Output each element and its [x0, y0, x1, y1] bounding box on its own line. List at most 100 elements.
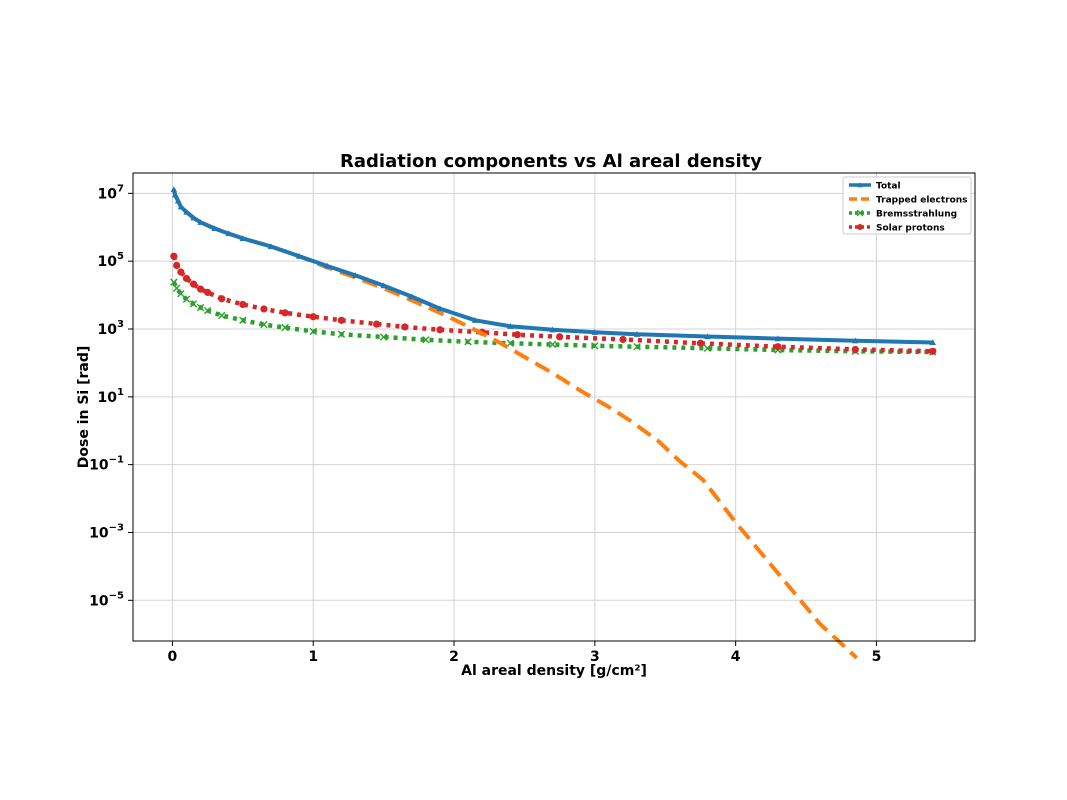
data-point: [189, 300, 198, 308]
series-line: [171, 255, 933, 354]
data-point: [172, 191, 179, 198]
data-point: [177, 289, 185, 298]
data-point: [380, 282, 387, 289]
data-point: [372, 320, 381, 328]
legend-label: Trapped electrons: [876, 196, 968, 206]
data-point: [633, 331, 641, 337]
data-point: [183, 208, 190, 215]
chart-title: Radiation components vs Al areal density: [340, 151, 762, 172]
x-tick-label: 1: [308, 649, 318, 665]
data-point: [309, 327, 317, 336]
x-tick-label: 2: [449, 649, 459, 665]
data-point: [548, 340, 557, 349]
data-point: [703, 344, 712, 352]
x-tick-label: 3: [590, 649, 600, 665]
data-point: [204, 288, 212, 297]
data-point: [203, 306, 212, 315]
data-point: [190, 214, 197, 221]
data-point: [239, 300, 247, 309]
data-point: [218, 311, 226, 320]
data-point: [507, 323, 514, 329]
axes-frame: [132, 172, 976, 642]
legend: Total Trapped electrons Bremsstrahlung Sola…: [842, 176, 972, 235]
data-point: [189, 280, 198, 288]
legend-label: Solar protons: [876, 224, 945, 234]
data-point: [177, 268, 185, 276]
data-point: [170, 278, 178, 286]
data-point: [619, 335, 627, 344]
data-point: [408, 293, 415, 300]
data-point: [173, 261, 181, 270]
data-point: [281, 323, 289, 332]
data-point: [196, 285, 205, 293]
data-point: [852, 337, 859, 344]
data-point: [774, 343, 782, 351]
data-point: [281, 309, 289, 317]
data-point: [929, 339, 936, 346]
data-point: [182, 295, 191, 304]
data-point: [267, 243, 275, 250]
y-axis-label: Dose in Si [rad]: [76, 346, 92, 469]
legend-box: [842, 176, 972, 235]
x-axis-label: Al areal density [g/cm²]: [461, 663, 647, 679]
legend-item: Total: [849, 182, 901, 192]
data-point: [704, 333, 711, 340]
data-point: [260, 320, 268, 329]
data-point: [239, 235, 247, 241]
data-point: [337, 330, 346, 338]
x-axis-ticks: 0 1 2 3 4 5: [168, 641, 882, 665]
data-point: [857, 224, 863, 230]
data-point: [337, 316, 345, 324]
data-point: [774, 335, 782, 342]
data-point: [436, 305, 444, 312]
data-point: [260, 305, 268, 313]
series-total: [170, 186, 936, 346]
data-point: [471, 317, 479, 323]
data-point: [324, 262, 331, 269]
legend-item: Solar protons: [849, 224, 945, 234]
data-point: [422, 336, 430, 344]
data-point: [211, 225, 218, 232]
data-point: [857, 182, 863, 188]
x-tick-label: 4: [731, 649, 741, 665]
data-point: [549, 326, 556, 333]
legend-item: Trapped electrons: [849, 196, 968, 206]
data-point: [170, 186, 178, 193]
data-point: [170, 252, 178, 260]
legend-label: Bremsstrahlung: [876, 210, 957, 220]
data-point: [196, 303, 205, 312]
data-point: [225, 230, 232, 237]
data-point: [696, 339, 705, 347]
data-point: [352, 272, 359, 278]
data-point: [218, 295, 226, 303]
data-point: [174, 197, 182, 204]
data-point: [591, 342, 599, 350]
legend-item: Bremsstrahlung: [849, 210, 957, 220]
data-point: [401, 323, 409, 331]
data-point: [633, 343, 641, 351]
data-point: [177, 203, 185, 210]
data-point: [197, 219, 204, 225]
x-tick-label: 0: [168, 649, 178, 665]
series-layer: [170, 186, 937, 660]
data-point: [929, 347, 937, 355]
legend-label: Total: [876, 182, 901, 192]
data-point: [309, 313, 317, 321]
data-point: [856, 209, 864, 217]
data-point: [513, 331, 521, 339]
data-point: [851, 345, 859, 354]
data-point: [295, 253, 303, 259]
data-point: [172, 284, 181, 292]
x-tick-label: 5: [872, 649, 882, 665]
data-point: [556, 333, 564, 341]
data-point: [591, 329, 599, 335]
data-point: [379, 333, 388, 341]
series-solar-protons: [170, 252, 937, 355]
data-point: [182, 274, 191, 283]
data-point: [464, 338, 472, 346]
data-point: [239, 316, 247, 325]
data-point: [436, 326, 444, 334]
